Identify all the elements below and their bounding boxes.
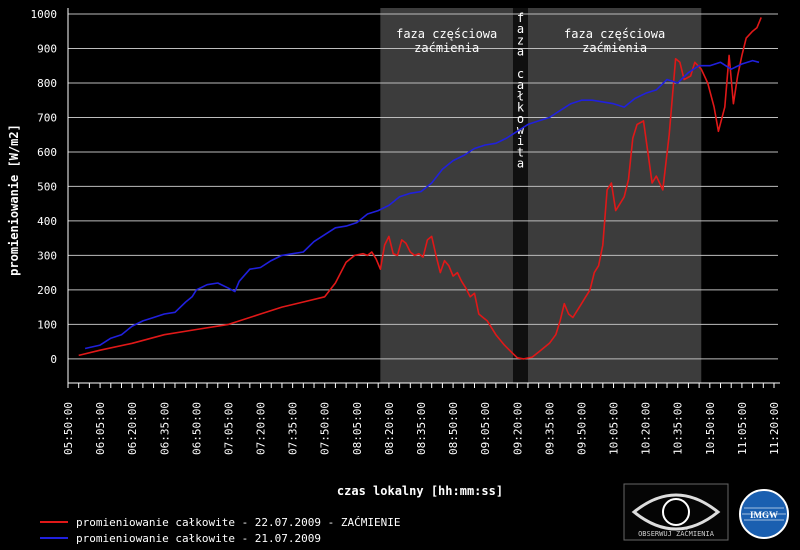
- phase-label-char: ł: [517, 89, 524, 103]
- eclipse-phase-regions: [380, 8, 702, 383]
- x-tick-label-6: 07:20:00: [255, 402, 268, 455]
- x-tick-label-0: 05:50:00: [62, 402, 75, 455]
- eclipse-eye-logo: OBSERWUJ ZAĆMIENIA: [623, 483, 729, 541]
- legend: promieniowanie całkowite - 22.07.2009 - …: [40, 516, 401, 545]
- x-axis-label: czas lokalny [hh:mm:ss]: [337, 484, 503, 498]
- x-tick-label-16: 09:50:00: [575, 402, 588, 455]
- x-tick-label-5: 07:05:00: [222, 402, 235, 455]
- imgw-logo: IMGW: [739, 489, 789, 539]
- y-tick-700: 700: [37, 111, 57, 124]
- phase-label-char: k: [517, 101, 525, 115]
- x-tick-label-11: 08:35:00: [415, 402, 428, 455]
- phase-label-char: c: [517, 67, 524, 81]
- gridlines: [68, 13, 778, 360]
- phase-label-0-1: zaćmienia: [414, 41, 479, 55]
- x-tick-label-7: 07:35:00: [287, 402, 300, 455]
- phase-label-2-1: zaćmienia: [582, 41, 647, 55]
- phase-label-char: f: [517, 11, 524, 25]
- phase-label-char: a: [517, 22, 524, 36]
- phase-label-char: i: [517, 134, 524, 148]
- x-tick-label-9: 08:05:00: [351, 402, 364, 455]
- x-tick-label-18: 10:20:00: [640, 402, 653, 455]
- phase-label-char: o: [517, 112, 524, 126]
- x-tick-label-12: 08:50:00: [447, 402, 460, 455]
- x-tick-label-1: 06:05:00: [94, 402, 107, 455]
- x-tick-label-4: 06:50:00: [190, 402, 203, 455]
- eye-icon: [631, 493, 721, 531]
- phase-label-0-0: faza częściowa: [396, 27, 497, 41]
- y-tick-1000: 1000: [31, 8, 58, 21]
- phase-label-char: w: [517, 123, 525, 137]
- x-tick-label-10: 08:20:00: [383, 402, 396, 455]
- y-tick-600: 600: [37, 146, 57, 159]
- x-tick-label-15: 09:35:00: [543, 402, 556, 455]
- x-tick-label-13: 09:05:00: [479, 402, 492, 455]
- axes: [67, 8, 780, 384]
- y-tick-0: 0: [50, 353, 57, 366]
- phase-label-char: t: [517, 145, 524, 159]
- x-tick-label-19: 10:35:00: [672, 402, 685, 455]
- series-line-1: [84, 59, 760, 350]
- phase-label-char: a: [517, 45, 524, 59]
- x-tick-label-14: 09:20:00: [511, 402, 524, 455]
- x-tick-label-17: 10:05:00: [608, 402, 621, 455]
- x-tick-labels: 05:50:00 06:05:00 06:20:00 06:35:00 06:50:00…: [62, 383, 781, 455]
- y-tick-200: 200: [37, 284, 57, 297]
- y-tick-300: 300: [37, 249, 57, 262]
- phase-region-1: [512, 8, 528, 383]
- phase-label-char: a: [517, 157, 524, 171]
- phase-region-2: [527, 8, 702, 383]
- imgw-text: IMGW: [750, 510, 778, 520]
- y-axis-label: promieniowanie [W/m2]: [7, 124, 21, 276]
- y-tick-400: 400: [37, 215, 57, 228]
- series-line-0: [78, 17, 762, 360]
- x-tick-label-8: 07:50:00: [319, 402, 332, 455]
- legend-label-0: promieniowanie całkowite - 22.07.2009 - …: [76, 516, 401, 529]
- x-tick-label-3: 06:35:00: [158, 402, 171, 455]
- y-tick-500: 500: [37, 180, 57, 193]
- data-series: [78, 17, 762, 360]
- y-tick-100: 100: [37, 318, 57, 331]
- phase-label-2-0: faza częściowa: [564, 27, 665, 41]
- phase-region-0: [380, 8, 513, 383]
- y-tick-900: 900: [37, 42, 57, 55]
- phase-label-char: z: [517, 33, 524, 47]
- x-tick-label-20: 10:50:00: [704, 402, 717, 455]
- phase-label-char: a: [517, 78, 524, 92]
- y-tick-800: 800: [37, 77, 57, 90]
- eclipse-sun-icon: [662, 498, 690, 526]
- x-tick-label-21: 11:05:00: [736, 402, 749, 455]
- eye-logo-text: OBSERWUJ ZAĆMIENIA: [638, 529, 715, 538]
- x-tick-label-22: 11:20:00: [768, 402, 781, 455]
- x-tick-label-2: 06:20:00: [126, 402, 139, 455]
- y-tick-labels: 0 100 200 300 400 500 600 700 800 900 1000: [31, 8, 58, 366]
- legend-label-1: promieniowanie całkowite - 21.07.2009: [76, 532, 321, 545]
